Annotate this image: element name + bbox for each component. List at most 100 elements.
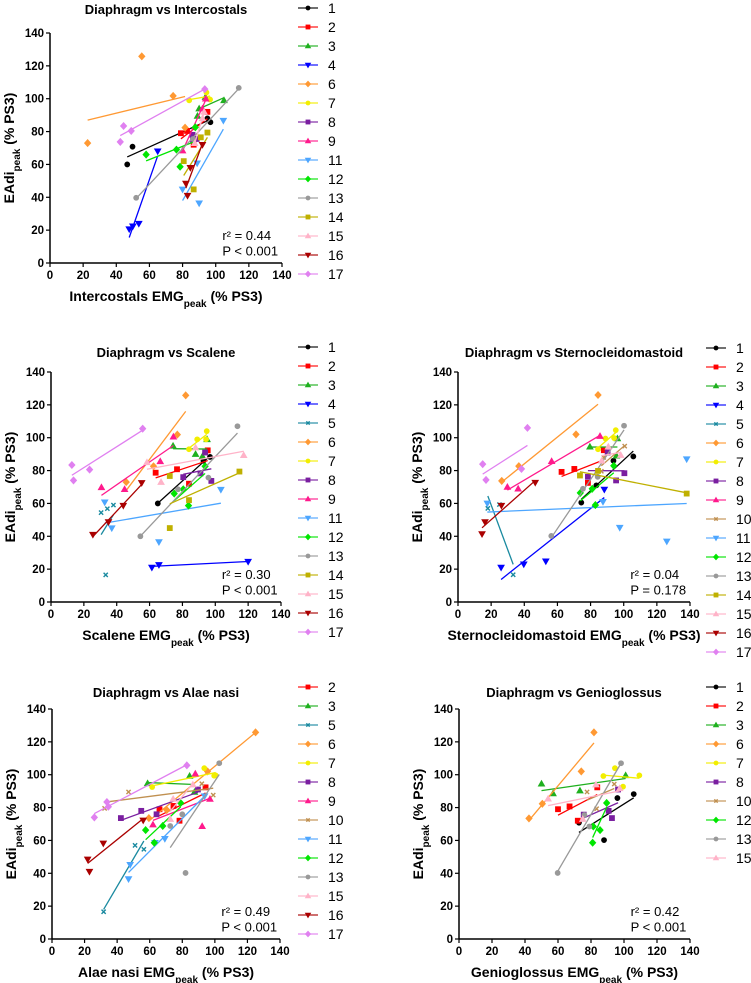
fit-line <box>579 471 687 494</box>
y-axis-label-subscript: peak <box>12 148 23 171</box>
data-point <box>588 838 597 847</box>
fit-line <box>169 472 240 505</box>
series-subject-7 <box>149 765 219 790</box>
x-axis-label-main: Sternocleidomastoid EMG <box>447 627 621 643</box>
x-tick-label: 100 <box>205 946 224 958</box>
data-point <box>503 482 512 490</box>
legend-item: 15 <box>298 888 344 904</box>
legend-item: 11 <box>298 152 343 168</box>
fit-line <box>601 451 621 457</box>
data-point <box>89 531 97 539</box>
legend-marker-icon <box>713 760 719 766</box>
series-subject-6 <box>83 52 189 148</box>
fit-line <box>183 468 212 475</box>
data-point <box>186 164 195 172</box>
data-point <box>198 141 207 149</box>
legend-label: 13 <box>736 831 751 847</box>
legend-item: 6 <box>298 434 336 450</box>
legend-marker-icon <box>713 478 719 484</box>
data-point <box>198 822 207 830</box>
data-point <box>116 137 124 146</box>
data-point <box>173 430 182 439</box>
y-tick-label: 100 <box>433 433 452 445</box>
legend-marker-icon <box>712 740 720 748</box>
data-point <box>244 558 253 566</box>
legend-marker-icon <box>712 648 720 656</box>
x-axis-label: Alae nasi EMGpeak (% PS3) <box>78 964 254 983</box>
data-point <box>576 786 584 794</box>
legend-item: 16 <box>706 625 751 641</box>
chart-title: Diaphragm vs Genioglossus <box>486 685 662 700</box>
data-point <box>203 428 210 435</box>
legend-marker-icon <box>304 797 312 804</box>
legend-item: 16 <box>298 605 344 621</box>
legend-label: 8 <box>328 774 336 790</box>
data-point <box>662 538 671 546</box>
legend-item: 2 <box>706 359 744 375</box>
data-point <box>605 807 612 814</box>
legend-item: 12 <box>298 529 344 545</box>
data-point <box>600 486 609 494</box>
data-point <box>614 795 621 801</box>
data-point <box>186 497 192 504</box>
legend-label: 13 <box>328 190 344 206</box>
y-tick-label: 0 <box>39 597 45 609</box>
data-point <box>580 485 586 492</box>
legend-label: 1 <box>736 340 744 356</box>
series-subject-14 <box>577 468 690 497</box>
data-point <box>203 436 209 443</box>
legend-item: 10 <box>706 511 751 527</box>
data-point <box>182 391 190 400</box>
legend-item: 12 <box>706 812 751 828</box>
legend-label: 14 <box>328 209 344 225</box>
legend-marker-icon <box>305 779 311 785</box>
y-tick-label: 120 <box>26 400 45 412</box>
fit-line <box>71 429 144 476</box>
fit-line <box>603 774 640 779</box>
legend-item: 14 <box>706 587 751 603</box>
data-point <box>148 564 156 572</box>
r-squared-annotation: r² = 0.30 <box>222 567 271 582</box>
series-subject-11 <box>178 117 228 208</box>
data-point <box>153 148 162 156</box>
fit-line <box>185 143 204 189</box>
series-subject-17 <box>479 423 532 484</box>
fit-line <box>104 787 214 803</box>
data-point <box>156 457 165 465</box>
x-tick-label: 80 <box>585 946 598 958</box>
legend-marker-icon <box>305 24 311 30</box>
series-subject-8 <box>117 786 201 821</box>
legend-label: 2 <box>736 698 744 714</box>
legend-marker-icon <box>305 477 311 483</box>
legend-marker-icon <box>304 381 312 388</box>
legend-label: 6 <box>328 736 336 752</box>
legend-label: 7 <box>328 453 336 469</box>
legend-item: 8 <box>298 472 336 488</box>
r-squared-annotation: r² = 0.44 <box>222 228 271 243</box>
data-point <box>601 837 607 843</box>
series-subject-5 <box>485 495 516 578</box>
y-axis-label-tail: (% PS3) <box>3 769 19 825</box>
data-point <box>141 846 147 852</box>
legend-label: 12 <box>328 850 344 866</box>
data-point <box>630 453 637 460</box>
p-value-annotation: P < 0.001 <box>222 583 278 598</box>
x-tick-label: 0 <box>456 946 462 958</box>
data-point <box>132 842 138 848</box>
data-point <box>167 823 174 829</box>
series-subject-9 <box>149 769 214 830</box>
legend-marker-icon <box>712 630 720 637</box>
legend-item: 3 <box>706 717 744 733</box>
data-point <box>201 94 210 102</box>
x-axis-label-main: Intercostals EMG <box>69 288 183 304</box>
y-axis-label: EAdipeak (% PS3) <box>410 769 432 880</box>
data-point <box>590 728 598 737</box>
y-tick-label: 40 <box>33 868 46 880</box>
fit-line <box>87 95 186 121</box>
data-point <box>558 468 565 475</box>
y-axis-label-main: EAdi <box>410 847 426 879</box>
legend-marker-icon <box>304 533 312 541</box>
data-point <box>586 442 594 450</box>
series-subject-9 <box>503 432 604 492</box>
data-point <box>69 476 78 485</box>
